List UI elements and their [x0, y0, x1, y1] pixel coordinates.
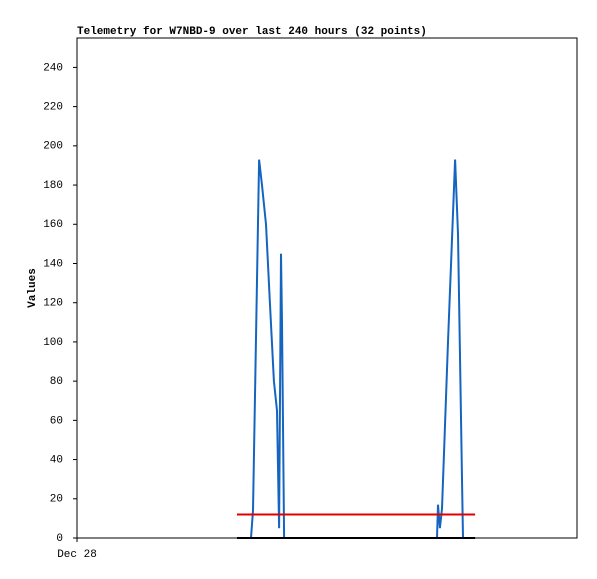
y-tick-label: 160 — [43, 219, 63, 231]
y-tick-label: 200 — [43, 141, 63, 153]
y-tick-label: 180 — [43, 180, 63, 192]
y-tick-label: 100 — [43, 337, 63, 349]
plot-frame — [76, 37, 578, 539]
y-tick-label: 0 — [56, 533, 63, 545]
y-tick-label: 40 — [50, 454, 63, 466]
y-tick-label: 60 — [50, 415, 63, 427]
x-tick-label: Dec 28 — [57, 549, 97, 561]
chart-title: Telemetry for W7NBD-9 over last 240 hour… — [77, 26, 427, 38]
y-tick-label: 240 — [43, 62, 63, 74]
y-tick-label: 220 — [43, 102, 63, 114]
y-tick-label: 80 — [50, 376, 63, 388]
series-line — [250, 159, 464, 539]
y-tick-label: 140 — [43, 258, 63, 270]
y-axis-label: Values — [27, 268, 39, 308]
y-tick-label: 120 — [43, 298, 63, 310]
y-tick-label: 20 — [50, 494, 63, 506]
